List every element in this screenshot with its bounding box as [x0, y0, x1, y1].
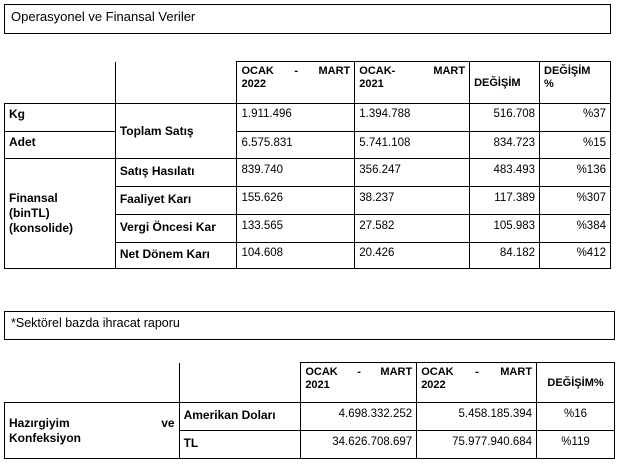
cell-value: 38.237 [354, 186, 471, 215]
row-label: Vergi Öncesi Kar [114, 214, 238, 243]
table-row: Adet 6.575.831 5.741.108 834.723 %15 [4, 131, 611, 159]
cell-value: 105.983 [469, 214, 541, 243]
cell-value: %384 [539, 214, 611, 243]
table-row: Hazırgiyim ve Konfeksiyon Amerikan Doları… [4, 402, 615, 459]
cell-value: 516.708 [469, 103, 541, 132]
cell-value: 117.389 [469, 186, 541, 215]
header-2022: OCAK - MART 2022 [236, 61, 356, 104]
header-change: DEĞİŞİM% [536, 362, 615, 403]
header-row: OCAK - MART 2022 OCAK- MART 2021 DEĞİŞİM DE… [4, 61, 611, 104]
cell-value: %412 [539, 242, 611, 269]
section1-title: Operasyonel ve Finansal Veriler [11, 9, 196, 24]
cell-value: 34.626.708.697 [300, 430, 418, 459]
cell-value: %119 [536, 430, 615, 459]
table-row: Vergi Öncesi Kar 133.565 27.582 105.983 … [5, 214, 611, 243]
row-label: Satış Hasılatı [114, 158, 238, 187]
group-adet: Adet [4, 131, 116, 159]
section2-title-box: *Sektörel bazda ihracat raporu [4, 311, 615, 340]
cell-value: 483.493 [469, 158, 541, 187]
cell-value: 155.626 [236, 186, 356, 215]
cell-value: 133.565 [236, 214, 356, 243]
table-row: Net Dönem Karı 104.608 20.426 84.182 %41… [5, 242, 611, 269]
cell-value: 1.911.496 [236, 103, 356, 132]
cell-value: 5.741.108 [354, 131, 471, 159]
cell-value: 839.740 [236, 158, 356, 187]
cell-value: 834.723 [469, 131, 541, 159]
table-row: TL 34.626.708.697 75.977.940.684 %119 [5, 430, 615, 459]
row-label: Faaliyet Karı [114, 186, 238, 215]
cell-value: 1.394.788 [354, 103, 471, 132]
group-hazirgiyim: Hazırgiyim ve Konfeksiyon [4, 402, 180, 459]
cell-value: 75.977.940.684 [416, 430, 538, 459]
group-kg: Kg [4, 103, 116, 132]
row-label: Amerikan Doları [178, 402, 302, 431]
row-label: Net Dönem Karı [114, 242, 238, 269]
export-report-table: OCAK - MART 2021 OCAK - MART 2022 DEĞİŞİM% H… [4, 362, 615, 459]
header-2022: OCAK - MART 2022 [416, 362, 538, 403]
row-label: TL [178, 430, 302, 459]
cell-value: 20.426 [354, 242, 471, 269]
table-row: Finansal (binTL) (konsolide) Satış Hasıl… [4, 158, 611, 269]
group-finansal: Finansal (binTL) (konsolide) [4, 158, 116, 269]
cell-value: %15 [539, 131, 611, 159]
cell-value: 84.182 [469, 242, 541, 269]
header-change-pct: DEĞİŞİM % [539, 61, 611, 104]
cell-value: 104.608 [236, 242, 356, 269]
cell-value: %16 [536, 402, 615, 431]
header-row: OCAK - MART 2021 OCAK - MART 2022 DEĞİŞİM% [4, 362, 615, 403]
cell-value: %136 [539, 158, 611, 187]
table-row: Kg Toplam Satış 1.911.496 1.394.788 516.… [4, 103, 611, 159]
header-2021: OCAK-MART 2021 [300, 362, 418, 403]
cell-value: 4.698.332.252 [300, 402, 418, 431]
cell-value: %37 [539, 103, 611, 132]
cell-value: 5.458.185.394 [416, 402, 538, 431]
header-2021: OCAK-MART 2021 [354, 61, 471, 104]
table-row: Faaliyet Karı 155.626 38.237 117.389 %30… [5, 186, 611, 215]
section2-title: *Sektörel bazda ihracat raporu [11, 316, 180, 330]
operational-financial-table: OCAK - MART 2022 OCAK- MART 2021 DEĞİŞİM DE… [4, 61, 611, 269]
label-toplam-satis: Toplam Satış [114, 103, 238, 159]
cell-value: %307 [539, 186, 611, 215]
cell-value: 356.247 [354, 158, 471, 187]
cell-value: 27.582 [354, 214, 471, 243]
cell-value: 6.575.831 [236, 131, 356, 159]
header-change: DEĞİŞİM [469, 61, 541, 104]
section1-title-box: Operasyonel ve Finansal Veriler [4, 4, 611, 34]
